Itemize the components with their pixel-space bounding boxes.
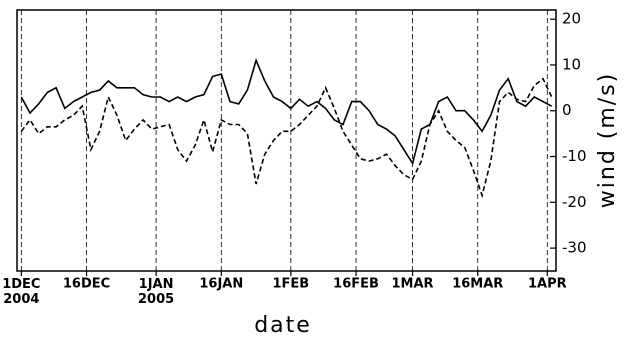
series-line xyxy=(20,77,553,199)
y-tick-label: -20 xyxy=(562,193,587,211)
x-tick-label: 16MAR xyxy=(452,277,503,292)
x-tick-label: 1DEC 2004 xyxy=(2,277,40,307)
tick-label-line: 2005 xyxy=(138,292,174,307)
x-tick-label: 1FEB xyxy=(272,277,309,292)
series-line xyxy=(20,58,553,166)
tick-label-line: 1DEC xyxy=(2,277,40,292)
x-tick-label: 16FEB xyxy=(333,277,379,292)
y-tick-label: 0 xyxy=(562,101,572,119)
plot-frame xyxy=(16,9,557,272)
tick-label-line: 2004 xyxy=(3,292,39,307)
y-tick-label: -10 xyxy=(562,147,587,165)
tick-label-line: 1JAN xyxy=(139,277,174,292)
y-axis-label: wind (m/s) xyxy=(595,72,620,208)
x-tick-label: 1JAN 2005 xyxy=(138,277,174,307)
x-tick-label: 16DEC xyxy=(63,277,110,292)
x-tick-label: 1APR xyxy=(528,277,567,292)
y-tick-label: 20 xyxy=(562,10,581,28)
y-tick-label: 10 xyxy=(562,55,581,73)
x-tick-label: 16JAN xyxy=(199,277,243,292)
x-axis-label: date xyxy=(254,313,312,338)
x-tick-label: 1MAR xyxy=(392,277,434,292)
y-tick-label: -30 xyxy=(562,239,587,257)
